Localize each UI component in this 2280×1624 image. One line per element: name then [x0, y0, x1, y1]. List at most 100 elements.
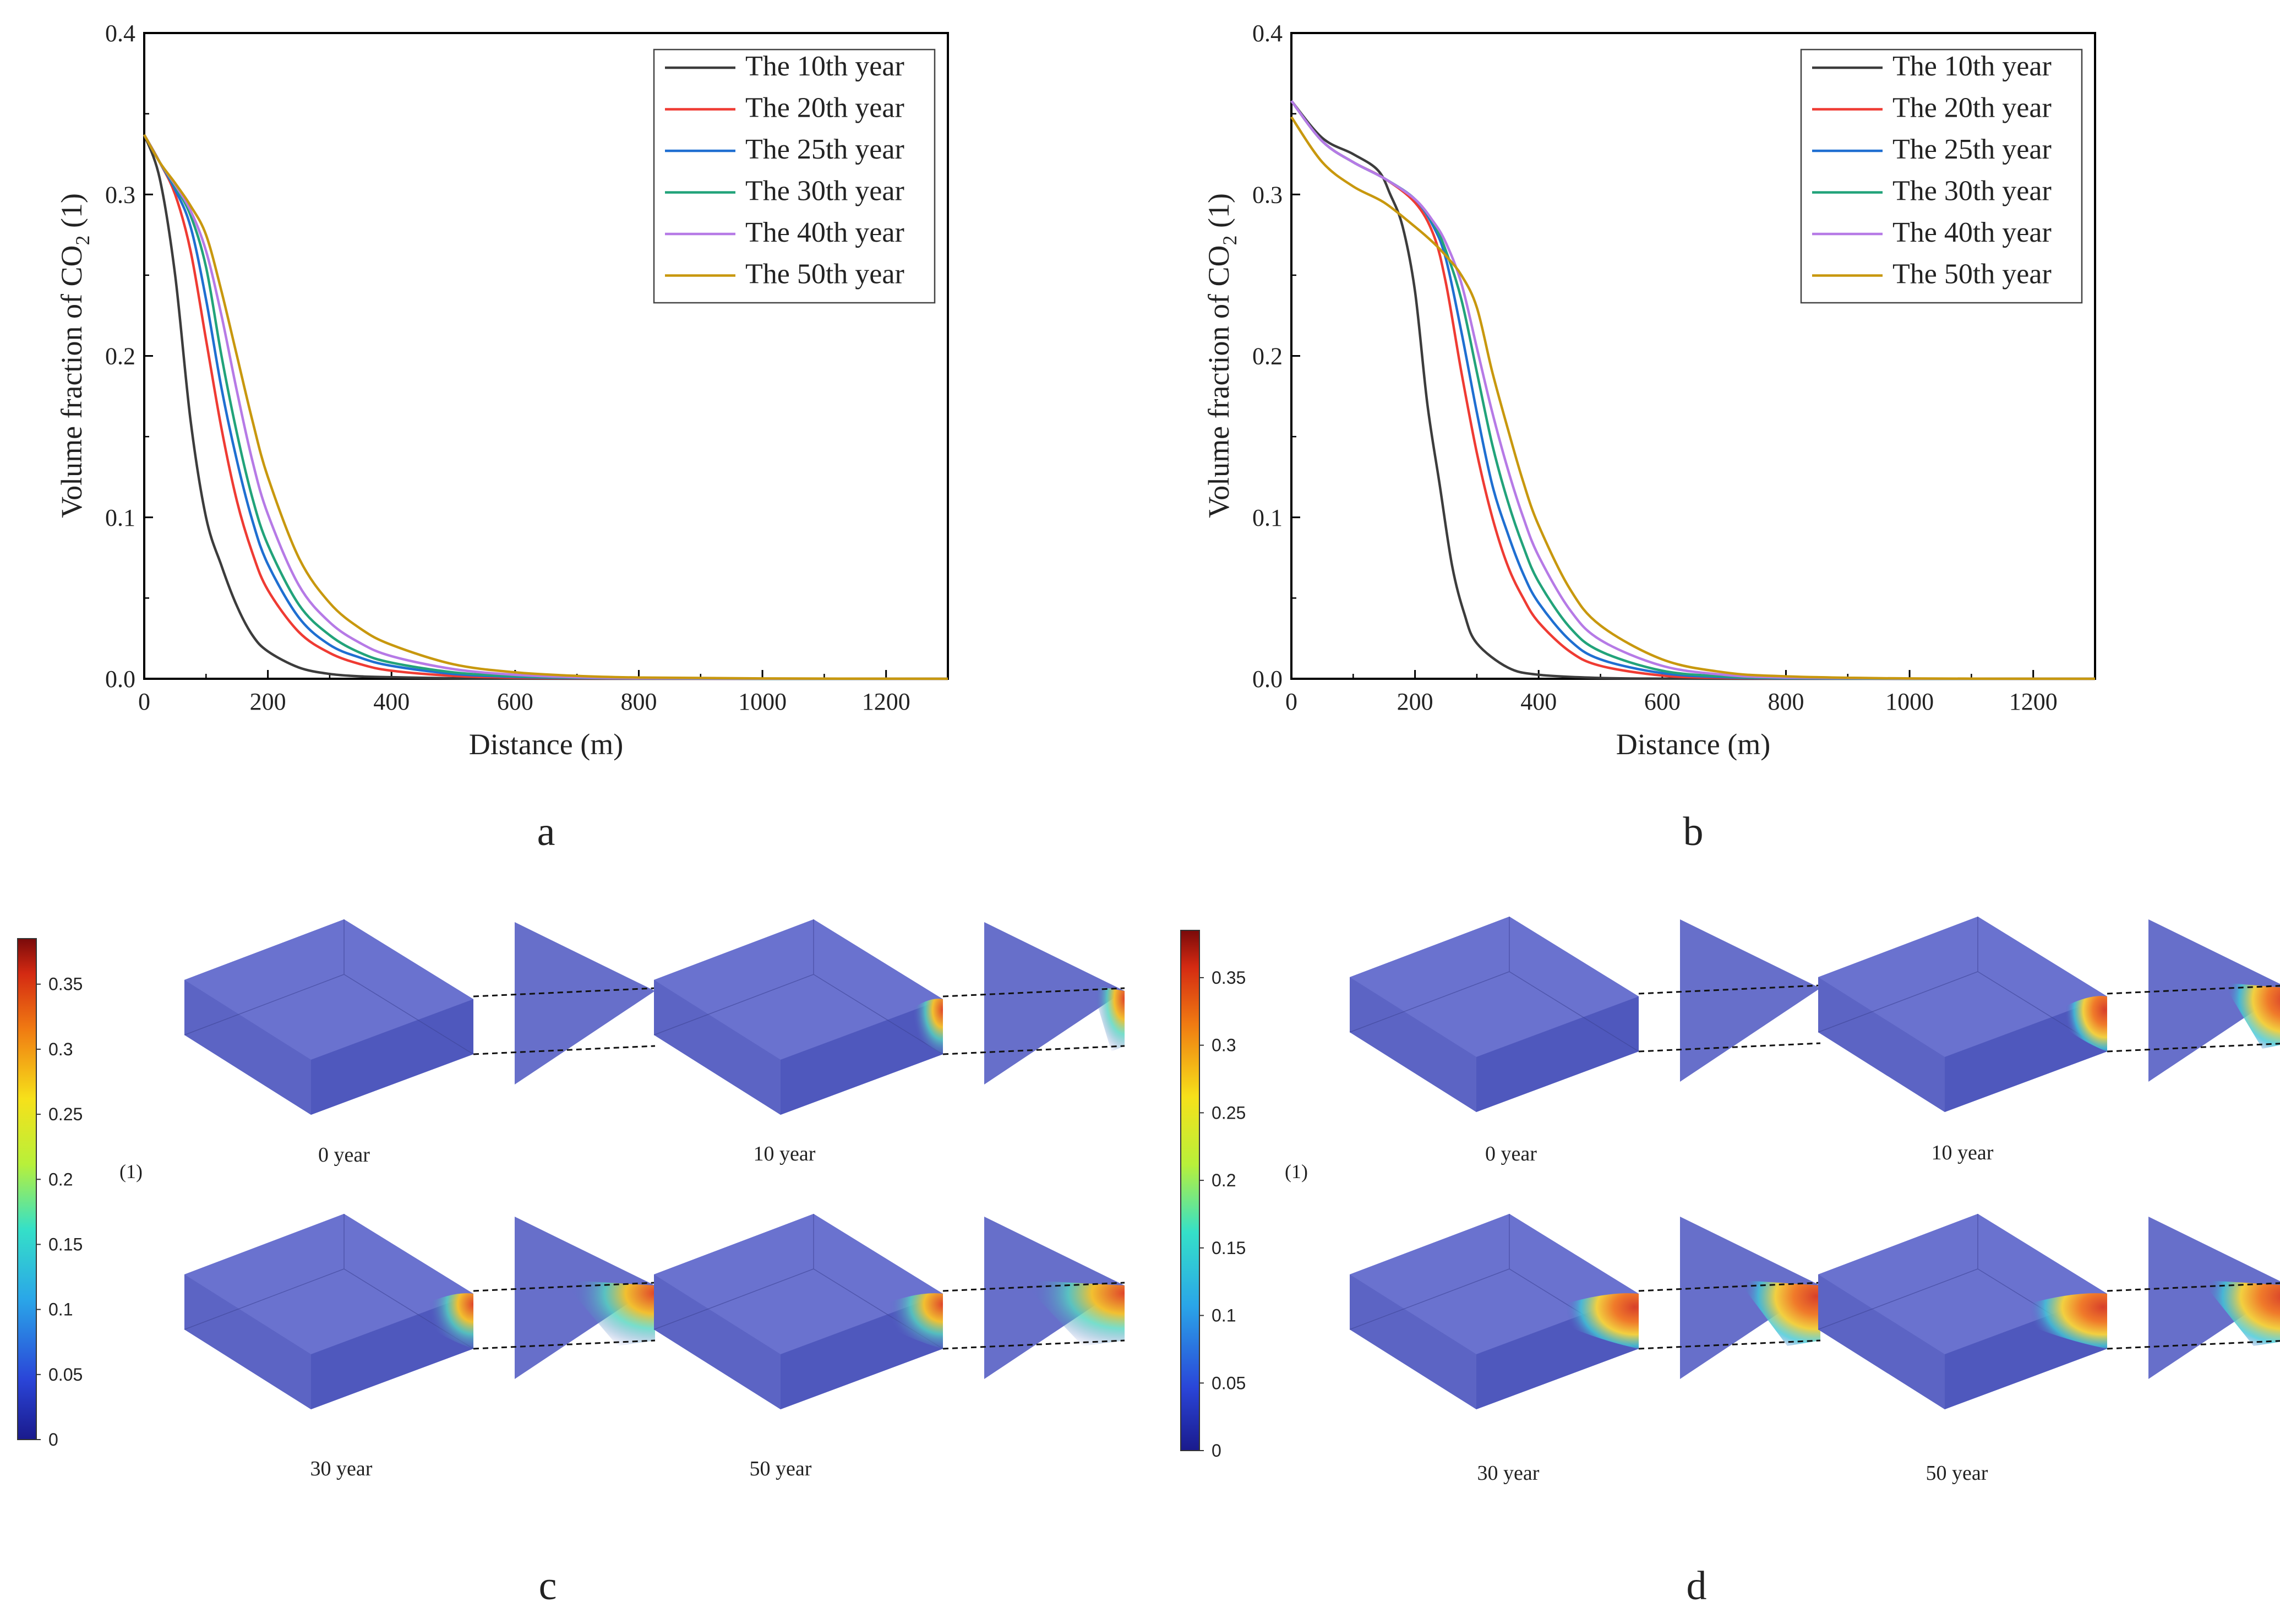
- block-front-face: [1350, 1274, 1476, 1409]
- legend-label: The 30th year: [745, 176, 904, 207]
- series-line: [143, 134, 948, 680]
- section-slice: [1680, 1217, 1820, 1379]
- x-tick-label: 200: [1397, 688, 1433, 715]
- colorbar-tick-label: 0: [1212, 1441, 1221, 1460]
- legend-box: [653, 48, 936, 304]
- x-tick-label: 200: [250, 688, 286, 715]
- connector-dashes: [473, 1282, 656, 1350]
- block-front-face: [184, 980, 311, 1115]
- colorbar-tick-label: 0.3: [1212, 1036, 1236, 1055]
- colorbar-c-unit: (1): [119, 1160, 143, 1182]
- colorbar-tick-label: 0.25: [1212, 1103, 1246, 1122]
- plume-hotspot: [882, 1293, 943, 1349]
- snapshot-label-d-30: 30 year: [1477, 1462, 1540, 1485]
- colorbar-d-unit: (1): [1285, 1160, 1308, 1182]
- snapshot-model-d-30: [1349, 1214, 1821, 1409]
- block-top-face: [184, 1214, 473, 1354]
- legend-label: The 25th year: [745, 134, 904, 165]
- block-hidden-edges: [1349, 917, 1639, 1052]
- block-front-face: [654, 980, 781, 1115]
- section-slice: [2148, 1217, 2280, 1379]
- x-tick-label: 800: [1768, 688, 1804, 715]
- x-tick-label: 1000: [1885, 688, 1934, 715]
- colorbar-d-gradient: [1180, 930, 1200, 1451]
- connector-dashes: [473, 987, 656, 1055]
- connector-dashes: [942, 987, 1125, 1055]
- block-right-face: [1476, 996, 1639, 1112]
- snapshot-model-c-10: [653, 919, 1125, 1115]
- legend-label: The 40th year: [745, 217, 904, 248]
- x-tick-label: 400: [1520, 688, 1557, 715]
- connector-dashes: [2107, 985, 2280, 1053]
- block-right-face: [781, 999, 943, 1115]
- chart-a-ticks: 0 200 400 600 800 1000 1200 0.0 0.1 0.2 0.3 0.4: [105, 20, 910, 715]
- block-hidden-edges: [184, 919, 474, 1055]
- snapshot-label-c-50: 50 year: [750, 1457, 812, 1480]
- colorbar-tick-label: 0.35: [1212, 968, 1246, 988]
- block-front-face: [184, 1274, 311, 1409]
- section-slice: [515, 922, 655, 1085]
- snapshots: [184, 917, 2280, 1409]
- legend-label: The 25th year: [1892, 134, 2052, 165]
- plume-hotspot: [910, 999, 943, 1054]
- colorbar-tick-label: 0.1: [1212, 1306, 1236, 1326]
- chart-b-ylabel: Volume fraction of CO2 (1): [1202, 193, 1241, 518]
- colorbar-d: 0.35 0.3 0.25 0.2 0.15 0.1 0.05 0 (1): [1180, 930, 1308, 1460]
- legend-label: The 50th year: [745, 259, 904, 290]
- legend-label: The 50th year: [1892, 259, 2052, 290]
- panel-label-a: a: [537, 809, 555, 854]
- section-slice: [1680, 919, 1820, 1082]
- y-tick-label: 0.4: [1252, 20, 1283, 47]
- x-tick-label: 600: [497, 688, 533, 715]
- colorbar-tick-label: 0.25: [48, 1104, 83, 1124]
- colorbar-tick-label: 0.3: [48, 1039, 73, 1059]
- legend-box: [1800, 48, 2083, 304]
- block-front-face: [1818, 1274, 1945, 1409]
- x-tick-label: 1200: [862, 688, 910, 715]
- section-hotspot: [1020, 1280, 1125, 1346]
- snapshot-label-d-0: 0 year: [1485, 1142, 1537, 1165]
- section-hotspot: [1092, 985, 1125, 1051]
- chart-a-ylabel: Volume fraction of CO2 (1): [55, 193, 94, 518]
- x-tick-label: 600: [1644, 688, 1681, 715]
- series-line: [1290, 116, 2096, 680]
- colorbar-tick-label: 0.1: [48, 1300, 73, 1320]
- x-tick-label: 400: [373, 688, 410, 715]
- plume-hotspot: [2063, 996, 2107, 1051]
- chart-b-xlabel: Distance (m): [1616, 728, 1770, 761]
- chart-a-legend: The 10th year The 20th year The 25th year T…: [653, 48, 936, 304]
- colorbar-tick-label: 0.05: [48, 1365, 83, 1385]
- snapshot-model-c-0: [184, 919, 656, 1115]
- section-slice: [2148, 919, 2280, 1082]
- colorbar-c: 0.35 0.3 0.25 0.2 0.15 0.1 0.05 0 (1): [17, 938, 143, 1449]
- colorbar-tick-label: 0.05: [1212, 1373, 1246, 1393]
- block-hidden-edges: [653, 919, 943, 1055]
- y-tick-label: 0.4: [105, 20, 135, 47]
- x-tick-label: 1000: [738, 688, 787, 715]
- legend-label: The 30th year: [1892, 176, 2052, 207]
- y-tick-label: 0.3: [1252, 181, 1283, 208]
- block-front-face: [1350, 977, 1476, 1112]
- colorbar-tick-label: 0.15: [1212, 1238, 1246, 1258]
- connector-dashes: [2107, 1282, 2280, 1350]
- panel-label-c: c: [539, 1563, 557, 1609]
- section-hotspot: [2223, 983, 2280, 1049]
- section-hotspot: [2201, 1280, 2280, 1346]
- block-top-face: [1350, 917, 1639, 1057]
- snapshot-model-c-30: [184, 1214, 656, 1409]
- section-slice: [984, 922, 1125, 1085]
- x-tick-label: 1200: [2009, 688, 2058, 715]
- colorbar-tick-label: 0.35: [48, 974, 83, 994]
- chart-a-lines: [143, 134, 948, 680]
- block-top-face: [654, 1214, 943, 1354]
- chart-a: 0 200 400 600 800 1000 1200 0.0 0.1 0.2 0.3 0.4 Dis…: [55, 20, 949, 761]
- colorbar-tick-label: 0.15: [48, 1234, 83, 1254]
- plume-hotspot: [2025, 1293, 2107, 1349]
- snapshot-label-c-30: 30 year: [310, 1457, 373, 1480]
- y-tick-label: 0.2: [105, 343, 135, 370]
- x-tick-label: 0: [1285, 688, 1297, 715]
- snapshot-label-d-10: 10 year: [1932, 1141, 1994, 1164]
- snapshot-label-c-0: 0 year: [318, 1143, 370, 1167]
- snapshot-model-d-50: [1818, 1214, 2280, 1409]
